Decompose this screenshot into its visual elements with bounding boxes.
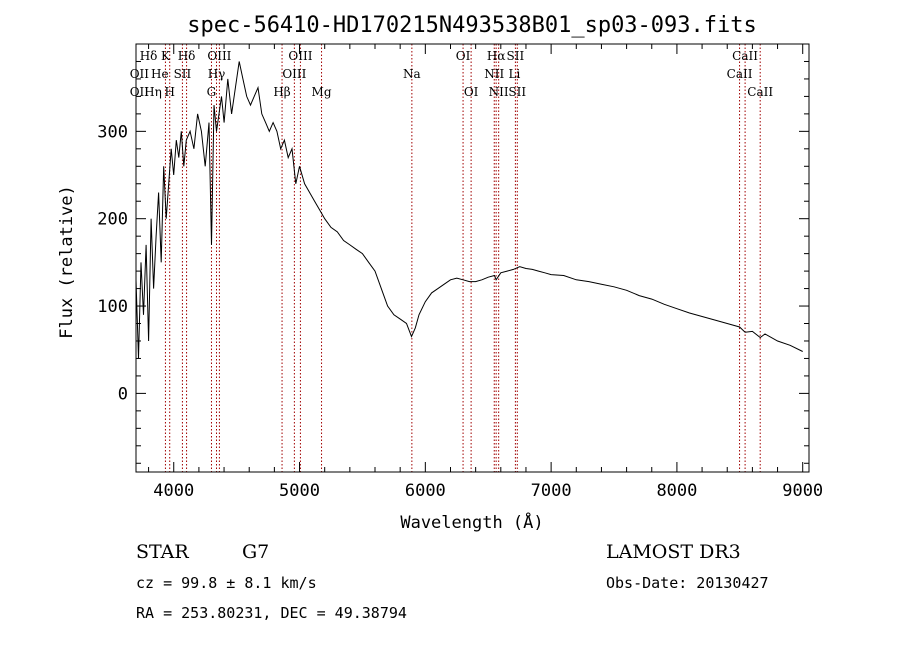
redshift-info: cz = 99.8 ± 8.1 km/s xyxy=(136,574,317,592)
line-label: OIII xyxy=(288,49,312,63)
line-label: Na xyxy=(403,67,421,81)
line-label: He xyxy=(151,67,169,81)
coordinates: RA = 253.80231, DEC = 49.38794 xyxy=(136,604,407,622)
line-label: CaII xyxy=(747,85,773,99)
y-tick-label: 0 xyxy=(118,384,128,404)
line-markers xyxy=(164,44,761,472)
x-tick-label: 9000 xyxy=(782,481,823,501)
line-label: Hβ xyxy=(273,85,290,99)
y-axis-ticks: 0 100 200 300 xyxy=(97,60,809,464)
y-tick-label: 100 xyxy=(97,297,128,317)
survey-name: LAMOST DR3 xyxy=(606,541,741,563)
x-tick-label: 7000 xyxy=(531,481,572,501)
line-label: K xyxy=(161,49,171,63)
x-tick-label: 4000 xyxy=(153,481,194,501)
line-label: NII xyxy=(489,85,509,99)
x-tick-label: 6000 xyxy=(405,481,446,501)
line-label: SII xyxy=(507,49,525,63)
line-label: CaII xyxy=(732,49,758,63)
line-label: CaII xyxy=(727,67,753,81)
y-tick-label: 200 xyxy=(97,210,128,230)
line-label: NII xyxy=(484,67,504,81)
line-label: Hα xyxy=(487,49,506,63)
object-type: STAR xyxy=(136,541,189,563)
line-label: Mg xyxy=(312,85,332,99)
line-label: OIII xyxy=(207,49,231,63)
line-label: H xyxy=(164,85,174,99)
line-label: Hη xyxy=(144,85,162,99)
observation-date: Obs-Date: 20130427 xyxy=(606,574,769,592)
spectrum-line xyxy=(135,61,803,359)
object-subclass: G7 xyxy=(242,541,269,563)
line-label: OI xyxy=(456,49,471,63)
line-label: Hδ xyxy=(140,49,158,63)
y-tick-label: 300 xyxy=(97,122,128,142)
line-label: Li xyxy=(508,67,520,81)
y-axis-label: Flux (relative) xyxy=(57,185,77,339)
line-label: G xyxy=(207,85,217,99)
line-label: Hδ xyxy=(178,49,196,63)
line-label: OIII xyxy=(282,67,306,81)
x-axis-ticks: 4000 5000 6000 7000 8000 9000 xyxy=(148,44,823,501)
line-label: SII xyxy=(508,85,526,99)
line-label: OII xyxy=(130,67,150,81)
x-tick-label: 5000 xyxy=(279,481,320,501)
x-axis-label: Wavelength (Å) xyxy=(400,511,543,533)
line-label: OII xyxy=(130,85,150,99)
chart-title: spec-56410-HD170215N493538B01_sp03-093.f… xyxy=(187,13,757,38)
line-label: OI xyxy=(464,85,479,99)
line-label: Hγ xyxy=(208,67,226,81)
x-tick-label: 8000 xyxy=(656,481,697,501)
plot-frame xyxy=(135,43,810,473)
line-label: SII xyxy=(174,67,192,81)
